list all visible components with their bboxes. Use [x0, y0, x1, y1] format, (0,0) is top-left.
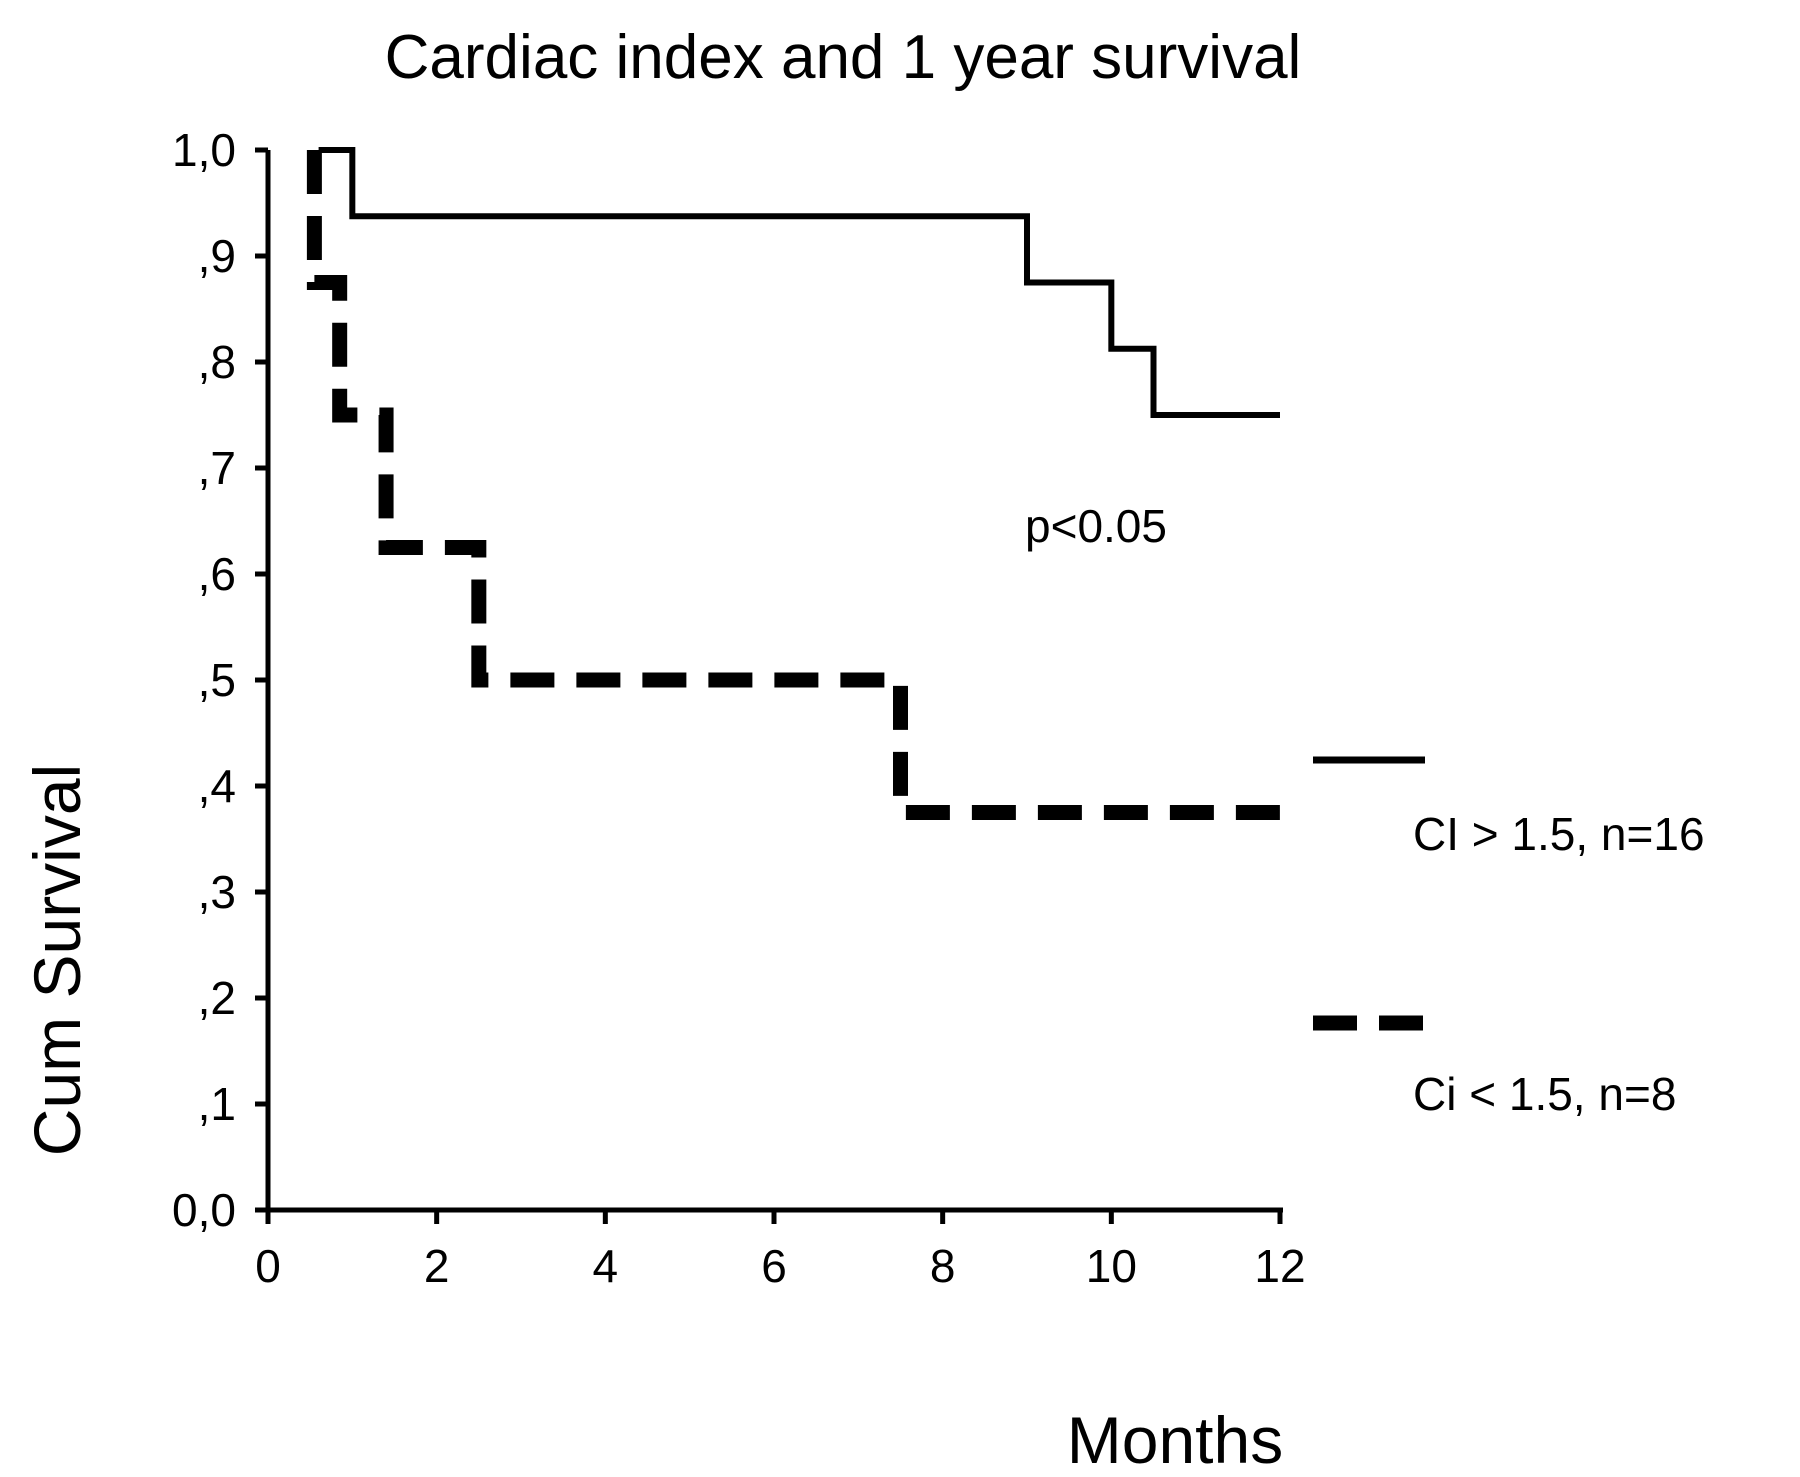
y-tick-label: 1,0 — [172, 124, 236, 176]
legend-label-2: Ci < 1.5, n=8 — [1413, 1068, 1676, 1120]
y-tick-label: ,9 — [198, 230, 236, 282]
y-tick-label: 0,0 — [172, 1184, 236, 1236]
p-value-annotation: p<0.05 — [1025, 500, 1167, 552]
legend-label-1: CI > 1.5, n=16 — [1413, 808, 1705, 860]
y-tick-label: ,4 — [198, 760, 236, 812]
y-tick-label: ,5 — [198, 654, 236, 706]
x-tick-label: 6 — [761, 1240, 787, 1292]
y-tick-label: ,3 — [198, 866, 236, 918]
axes — [260, 150, 1283, 1213]
x-axis-label: Months — [1067, 1403, 1283, 1477]
x-tick-label: 12 — [1254, 1240, 1305, 1292]
x-tick-label: 2 — [424, 1240, 450, 1292]
y-tick-label: ,2 — [198, 972, 236, 1024]
y-tick-label: ,7 — [198, 442, 236, 494]
x-tick-label: 4 — [593, 1240, 619, 1292]
y-ticks: 0,0 ,1 ,2 ,3 ,4 ,5 ,6 ,7 ,8 ,9 1,0 — [172, 124, 268, 1236]
y-tick-label: ,1 — [198, 1078, 236, 1130]
x-tick-label: 8 — [930, 1240, 956, 1292]
legend: CI > 1.5, n=16 Ci < 1.5, n=8 — [1313, 756, 1705, 1120]
y-axis-label: Cum Survival — [20, 764, 94, 1156]
series-line-1 — [318, 147, 1280, 418]
series-line-2 — [306, 150, 1280, 820]
chart-title: Cardiac index and 1 year survival — [385, 23, 1302, 92]
x-tick-label: 10 — [1086, 1240, 1137, 1292]
x-tick-label: 0 — [255, 1240, 281, 1292]
y-tick-label: ,6 — [198, 548, 236, 600]
x-ticks: 0 2 4 6 8 10 12 — [255, 1210, 1306, 1292]
y-tick-label: ,8 — [198, 336, 236, 388]
series-lines — [306, 147, 1280, 820]
